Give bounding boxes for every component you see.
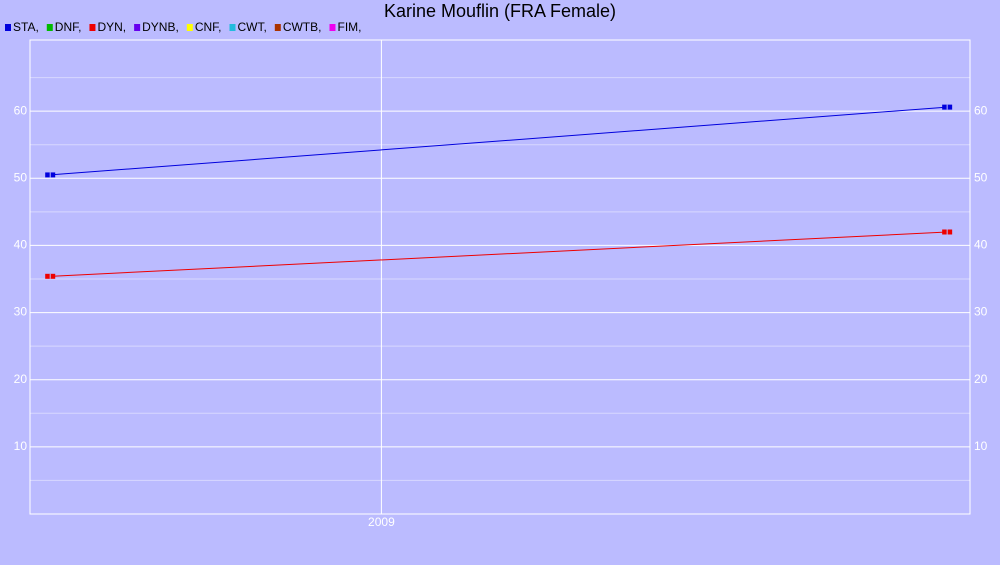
y2-tick-label: 30 xyxy=(974,305,988,319)
legend-label: CWTB, xyxy=(283,20,322,34)
plot-frame xyxy=(29,39,971,515)
legend-label: DNF, xyxy=(55,20,82,34)
y2-tick-label: 40 xyxy=(974,238,988,252)
legend-swatch xyxy=(134,24,141,31)
chart-title: Karine Mouflin (FRA Female) xyxy=(384,1,616,21)
y2-tick-label: 20 xyxy=(974,372,988,386)
series-line xyxy=(50,106,948,176)
y-tick-label: 30 xyxy=(14,305,28,319)
y-tick-label: 40 xyxy=(14,238,28,252)
legend-swatch xyxy=(274,24,281,31)
y-tick-label: 20 xyxy=(14,372,28,386)
y2-tick-label: 50 xyxy=(974,170,988,184)
y-tick-label: 50 xyxy=(14,170,28,184)
series-line xyxy=(50,231,948,277)
legend-swatch xyxy=(46,24,53,31)
legend-label: DYN, xyxy=(97,20,126,34)
y-tick-label: 10 xyxy=(14,439,28,453)
legend-swatch xyxy=(5,24,11,31)
legend-swatch xyxy=(89,24,96,31)
legend-label: CNF, xyxy=(195,20,222,34)
y2-tick-label: 10 xyxy=(974,439,988,453)
y2-tick-label: 60 xyxy=(974,103,988,117)
legend-label: DYNB, xyxy=(142,20,179,34)
x-tick-label: 2009 xyxy=(368,515,395,529)
legend-label: STA, xyxy=(13,20,39,34)
y-tick-label: 60 xyxy=(14,103,28,117)
legend-swatch xyxy=(186,24,193,31)
legend-label: FIM, xyxy=(337,20,361,34)
legend-label: CWT, xyxy=(237,20,266,34)
legend-swatch xyxy=(229,24,236,31)
legend-swatch xyxy=(329,24,336,31)
